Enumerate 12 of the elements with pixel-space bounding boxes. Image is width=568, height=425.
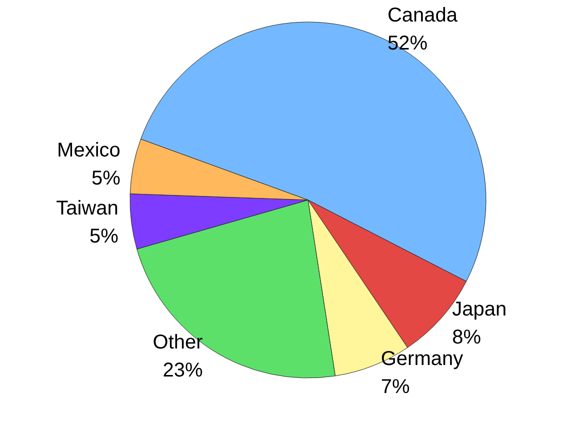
data-label: 7% bbox=[380, 376, 410, 398]
data-label: 23% bbox=[162, 360, 204, 382]
data-label: 5% bbox=[89, 226, 119, 248]
slice-label: Taiwan bbox=[56, 198, 118, 220]
slice-label: Mexico bbox=[57, 140, 120, 162]
data-label: 5% bbox=[92, 168, 121, 190]
slice-label: Germany bbox=[380, 348, 464, 370]
slice-label: Japan bbox=[452, 298, 507, 320]
slice-label: Canada bbox=[387, 4, 458, 27]
slice-label: Other bbox=[152, 332, 204, 354]
data-label: 52% bbox=[387, 32, 428, 55]
data-label: 8% bbox=[452, 326, 482, 348]
